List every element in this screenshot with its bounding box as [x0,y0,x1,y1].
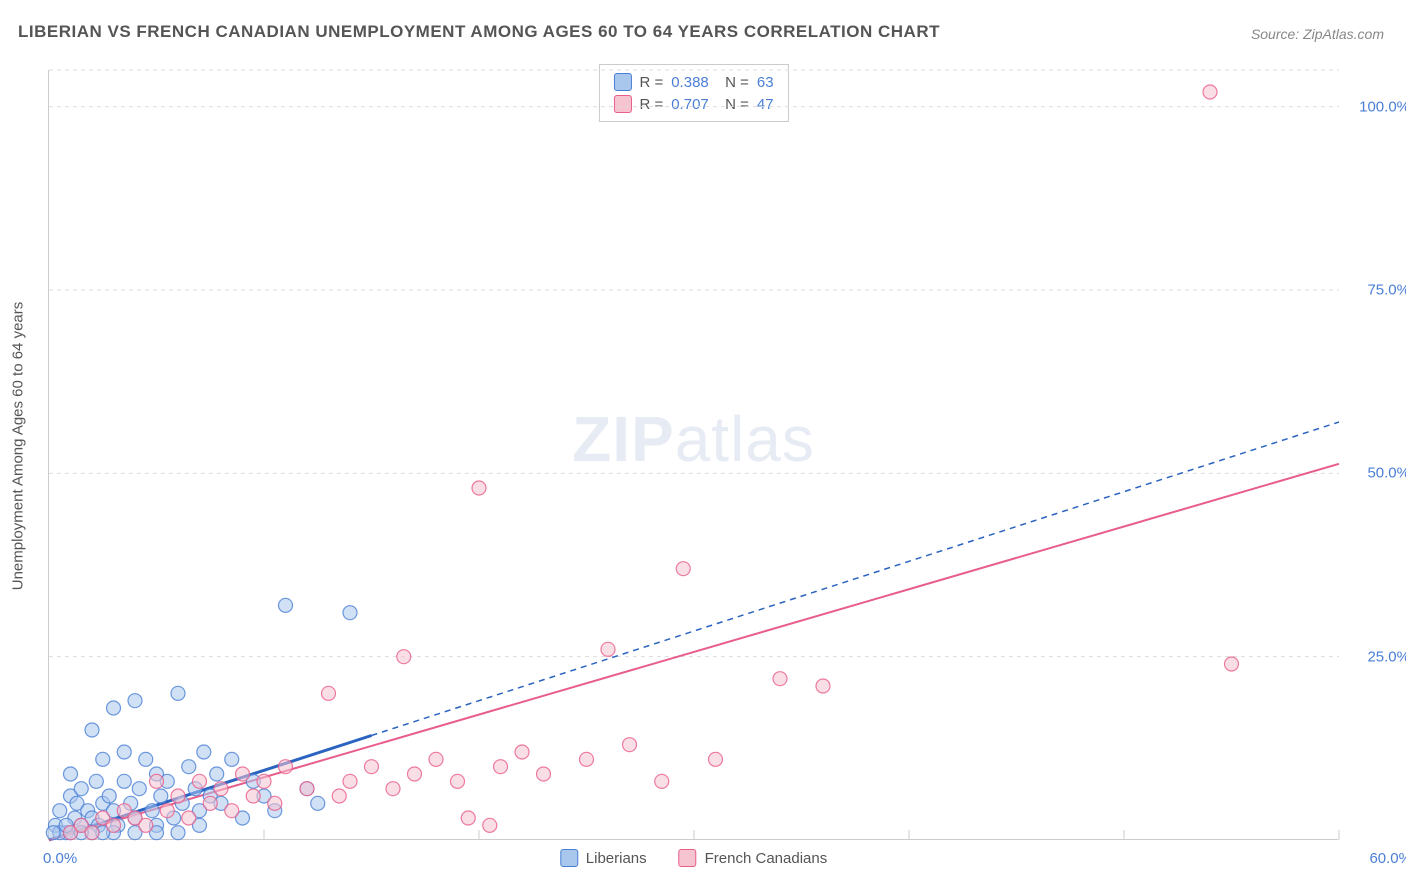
source-label: Source: ZipAtlas.com [1251,26,1384,42]
y-tick-label: 75.0% [1367,282,1406,299]
x-tick-max: 60.0% [1369,850,1406,867]
y-tick-label: 50.0% [1367,465,1406,482]
legend-item-2: French Canadians [679,849,828,867]
scatter-plot [49,70,1338,839]
swatch-blue [560,849,578,867]
y-tick-label: 25.0% [1367,648,1406,665]
legend-item-1: Liberians [560,849,647,867]
chart-title: LIBERIAN VS FRENCH CANADIAN UNEMPLOYMENT… [18,22,940,42]
plot-area: ZIPatlas R = 0.388 N = 63 R = 0.707 N = … [48,70,1338,840]
bottom-legend: Liberians French Canadians [560,849,827,867]
y-tick-label: 100.0% [1359,98,1406,115]
chart-container: LIBERIAN VS FRENCH CANADIAN UNEMPLOYMENT… [0,0,1406,892]
swatch-pink [679,849,697,867]
legend-label-1: Liberians [586,850,647,867]
y-axis-label: Unemployment Among Ages 60 to 64 years [10,302,27,591]
x-tick-min: 0.0% [43,850,77,867]
legend-label-2: French Canadians [705,850,828,867]
